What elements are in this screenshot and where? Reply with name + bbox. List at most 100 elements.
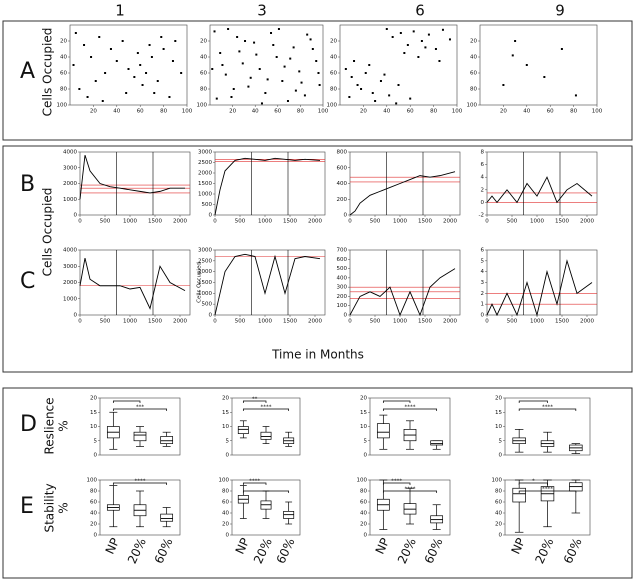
significance-bracket — [242, 408, 290, 411]
y-tick-label: 4000 — [63, 248, 77, 254]
y-tick-label: 80 — [495, 489, 502, 495]
point — [317, 72, 320, 74]
point — [211, 68, 214, 70]
y-tick-label: 2500 — [198, 258, 212, 264]
y-tick-label: 0 — [499, 533, 503, 539]
x-tick-label: 500 — [100, 219, 111, 225]
y-tick-label: 0 — [209, 313, 213, 319]
plot-frame — [339, 24, 458, 106]
plot-frame — [209, 24, 324, 106]
plot-frame — [349, 151, 461, 216]
x-tick-label: 500 — [370, 219, 381, 225]
point — [574, 94, 577, 97]
y-tick-label: 60 — [222, 500, 229, 506]
point — [215, 97, 218, 100]
y-tick-label: 60 — [60, 71, 67, 77]
y-tick-label: 0 — [344, 313, 348, 319]
y-label: Cells Occupied — [197, 262, 203, 303]
point — [403, 52, 406, 54]
x-tick-label: 0 — [485, 219, 489, 225]
box — [160, 513, 174, 522]
y-tick-label: 20 — [60, 39, 67, 45]
point — [109, 48, 112, 50]
significance-bracket — [112, 400, 141, 403]
point — [94, 80, 97, 82]
x-tick-label: 20% — [125, 536, 149, 566]
box — [376, 423, 390, 439]
y-tick-label: 100 — [219, 478, 230, 484]
y-tick-label: 20 — [360, 522, 367, 528]
point — [139, 64, 142, 66]
y-tick-label: 2500 — [198, 160, 212, 166]
point — [397, 84, 400, 86]
y-tick-label: 100 — [492, 478, 503, 484]
column-label: 6 — [415, 2, 425, 20]
point — [266, 78, 269, 81]
point — [230, 96, 233, 98]
point — [171, 60, 174, 62]
point — [356, 84, 359, 86]
y-tick-label: 60 — [495, 500, 502, 506]
y-tick-label: 0 — [499, 453, 503, 459]
x-tick-label: 2000 — [443, 219, 457, 225]
point — [270, 32, 273, 34]
panel-frame — [2, 20, 633, 141]
point — [162, 48, 165, 50]
y-tick-label: 3 — [481, 280, 485, 286]
point — [83, 44, 86, 46]
point — [115, 60, 118, 62]
point — [374, 100, 377, 102]
significance-bracket — [242, 490, 290, 493]
plot-frame — [349, 249, 461, 316]
y-tick-label: 5 — [94, 438, 98, 444]
plot-frame — [369, 479, 451, 536]
point — [104, 72, 107, 74]
significance-label: **** — [542, 405, 553, 411]
x-tick-label: 40 — [523, 109, 530, 115]
x-tick-label: 20% — [395, 536, 419, 566]
y-tick-label: 20 — [330, 39, 337, 45]
x-tick-label: 60% — [152, 536, 176, 566]
y-tick-label: 1000 — [198, 291, 212, 297]
x-tick-label: 1000 — [258, 219, 272, 225]
x-tick-label: 100 — [182, 109, 193, 115]
box — [260, 431, 272, 440]
point — [255, 53, 258, 56]
x-tick-label: 1500 — [418, 319, 432, 325]
y-tick-label: 2000 — [198, 171, 212, 177]
point — [318, 84, 321, 86]
x-tick-label: 500 — [235, 219, 246, 225]
y-tick-label: 40 — [360, 511, 367, 517]
x-tick-label: 0 — [213, 319, 217, 325]
significance-bracket — [382, 400, 411, 403]
x-tick-label: 100 — [318, 109, 329, 115]
y-tick-label: 10 — [360, 424, 367, 430]
y-tick-label: 80 — [360, 489, 367, 495]
significance-label: **** — [542, 487, 553, 493]
significance-bracket — [112, 482, 168, 485]
y-title: Cells Occupied — [41, 28, 55, 117]
point — [412, 30, 415, 33]
y-tick-label: 15 — [222, 410, 229, 416]
point — [277, 28, 280, 30]
plot-frame — [99, 479, 181, 536]
y-tick-label: 3000 — [63, 165, 77, 171]
x-tick-label: 1500 — [555, 319, 569, 325]
point — [388, 94, 391, 97]
x-tick-label: 0 — [213, 219, 217, 225]
y-tick-label: 0 — [209, 213, 213, 219]
y-tick-label: 500 — [337, 266, 348, 272]
x-tick-label: 2000 — [580, 219, 594, 225]
y-tick-label: 10 — [90, 424, 97, 430]
x-tick-label: 500 — [235, 319, 246, 325]
y-tick-label: 0 — [344, 213, 348, 219]
significance-bracket — [518, 482, 548, 485]
y-tick-label: 15 — [495, 410, 502, 416]
data-line — [214, 157, 321, 216]
point — [247, 85, 250, 88]
point — [350, 76, 353, 78]
point — [427, 33, 430, 36]
y-tick-label: 80 — [60, 87, 67, 93]
box — [160, 436, 174, 444]
x-tick-label: 2000 — [173, 219, 187, 225]
